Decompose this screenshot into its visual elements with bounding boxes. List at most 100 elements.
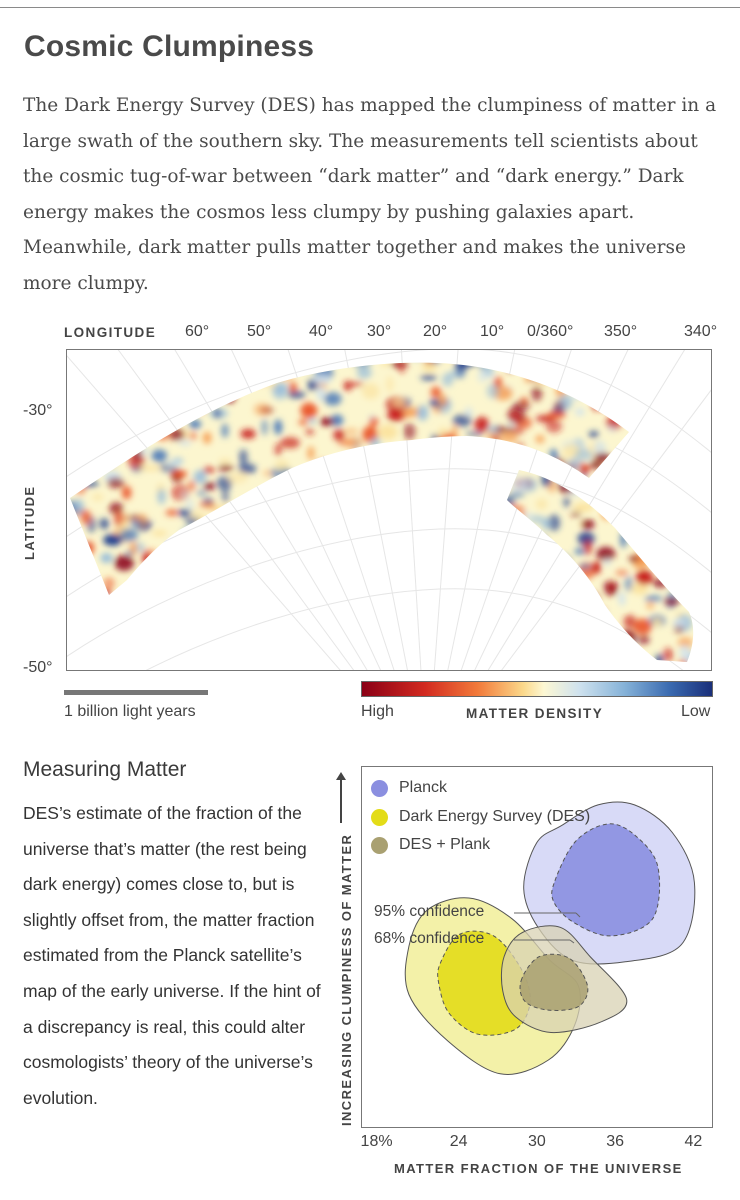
density-blob — [258, 622, 276, 633]
density-blob — [378, 575, 387, 587]
density-blob — [223, 657, 243, 662]
density-blob — [557, 362, 571, 366]
density-blob — [506, 565, 517, 576]
density-blob — [70, 581, 78, 590]
density-blob — [307, 446, 315, 461]
density-blob — [512, 425, 524, 436]
density-blob — [673, 464, 689, 472]
density-blob — [622, 638, 634, 649]
density-blob — [579, 667, 593, 672]
density-blob — [615, 645, 627, 660]
density-blob — [509, 410, 521, 424]
density-blob — [257, 541, 267, 554]
density-blob — [458, 533, 476, 543]
density-blob — [644, 539, 660, 553]
density-blob — [547, 514, 561, 531]
density-blob — [600, 661, 619, 662]
density-blob — [446, 624, 462, 641]
density-blob — [452, 659, 470, 662]
density-blob — [459, 636, 466, 652]
density-blob — [172, 556, 186, 574]
density-blob — [594, 453, 612, 462]
sky-map-svg — [67, 350, 711, 672]
density-blob — [369, 417, 379, 427]
density-blob — [477, 461, 497, 467]
density-blob — [240, 429, 256, 439]
density-blob — [446, 502, 457, 511]
density-blob — [401, 560, 415, 573]
density-blob — [303, 644, 320, 661]
density-blob — [678, 445, 694, 454]
density-blob — [497, 496, 515, 507]
density-blob — [257, 350, 277, 355]
legend-swatch-icon — [371, 836, 388, 854]
density-blob — [696, 604, 706, 617]
density-blob — [540, 362, 555, 367]
density-blob — [300, 645, 319, 654]
contour-chart — [361, 766, 713, 1128]
scale-label: 1 billion light years — [64, 703, 196, 720]
density-blob — [604, 585, 618, 597]
density-blob — [70, 559, 78, 565]
density-blob — [598, 611, 608, 619]
density-blob — [610, 362, 631, 366]
density-blob — [76, 391, 96, 403]
density-blob — [133, 604, 144, 610]
density-blob — [491, 507, 505, 513]
density-blob — [165, 398, 173, 409]
density-blob — [531, 614, 549, 627]
density-blob — [146, 561, 165, 571]
x-tick-label: 42 — [684, 1133, 703, 1150]
density-blob — [139, 629, 148, 647]
density-blob — [200, 374, 218, 381]
density-blob — [274, 504, 292, 519]
density-blob — [408, 471, 421, 481]
density-blob — [274, 419, 283, 435]
density-blob — [285, 571, 301, 587]
density-blob — [273, 389, 288, 400]
density-blob — [448, 370, 466, 378]
density-blob — [142, 590, 156, 599]
density-blob — [203, 467, 215, 473]
density-blob — [585, 591, 599, 609]
density-blob — [410, 616, 430, 627]
density-blob — [292, 660, 302, 662]
density-blob — [399, 630, 419, 643]
density-blob — [258, 524, 265, 536]
density-blob — [436, 626, 456, 643]
density-blob — [409, 619, 423, 631]
density-blob — [414, 448, 422, 457]
density-blob — [638, 369, 658, 384]
density-blob — [391, 397, 407, 408]
density-blob — [533, 376, 549, 385]
density-blob — [492, 482, 510, 490]
density-blob — [189, 432, 197, 440]
density-blob — [643, 444, 658, 450]
density-blob — [275, 624, 290, 631]
density-blob — [188, 480, 196, 491]
density-blob — [536, 362, 557, 364]
density-blob — [298, 544, 313, 550]
density-blob — [303, 622, 322, 637]
density-blob — [574, 548, 585, 555]
density-blob — [197, 649, 207, 660]
density-blob — [250, 631, 261, 642]
density-blob — [173, 398, 188, 405]
density-blob — [70, 441, 83, 458]
scale-bar — [64, 690, 208, 695]
density-blob — [67, 351, 75, 359]
density-blob — [420, 374, 437, 381]
density-blob — [526, 363, 538, 378]
density-blob — [689, 652, 694, 662]
density-blob — [178, 440, 192, 446]
density-blob — [238, 463, 257, 474]
annotation-95: 95% confidence — [374, 903, 485, 920]
density-blob — [552, 614, 569, 629]
legend-title: MATTER DENSITY — [466, 706, 604, 721]
density-blob — [430, 386, 442, 398]
density-blob — [118, 648, 135, 659]
density-blob — [298, 588, 314, 600]
density-blob — [361, 383, 380, 400]
density-blob — [243, 609, 263, 621]
density-blob — [629, 365, 646, 374]
